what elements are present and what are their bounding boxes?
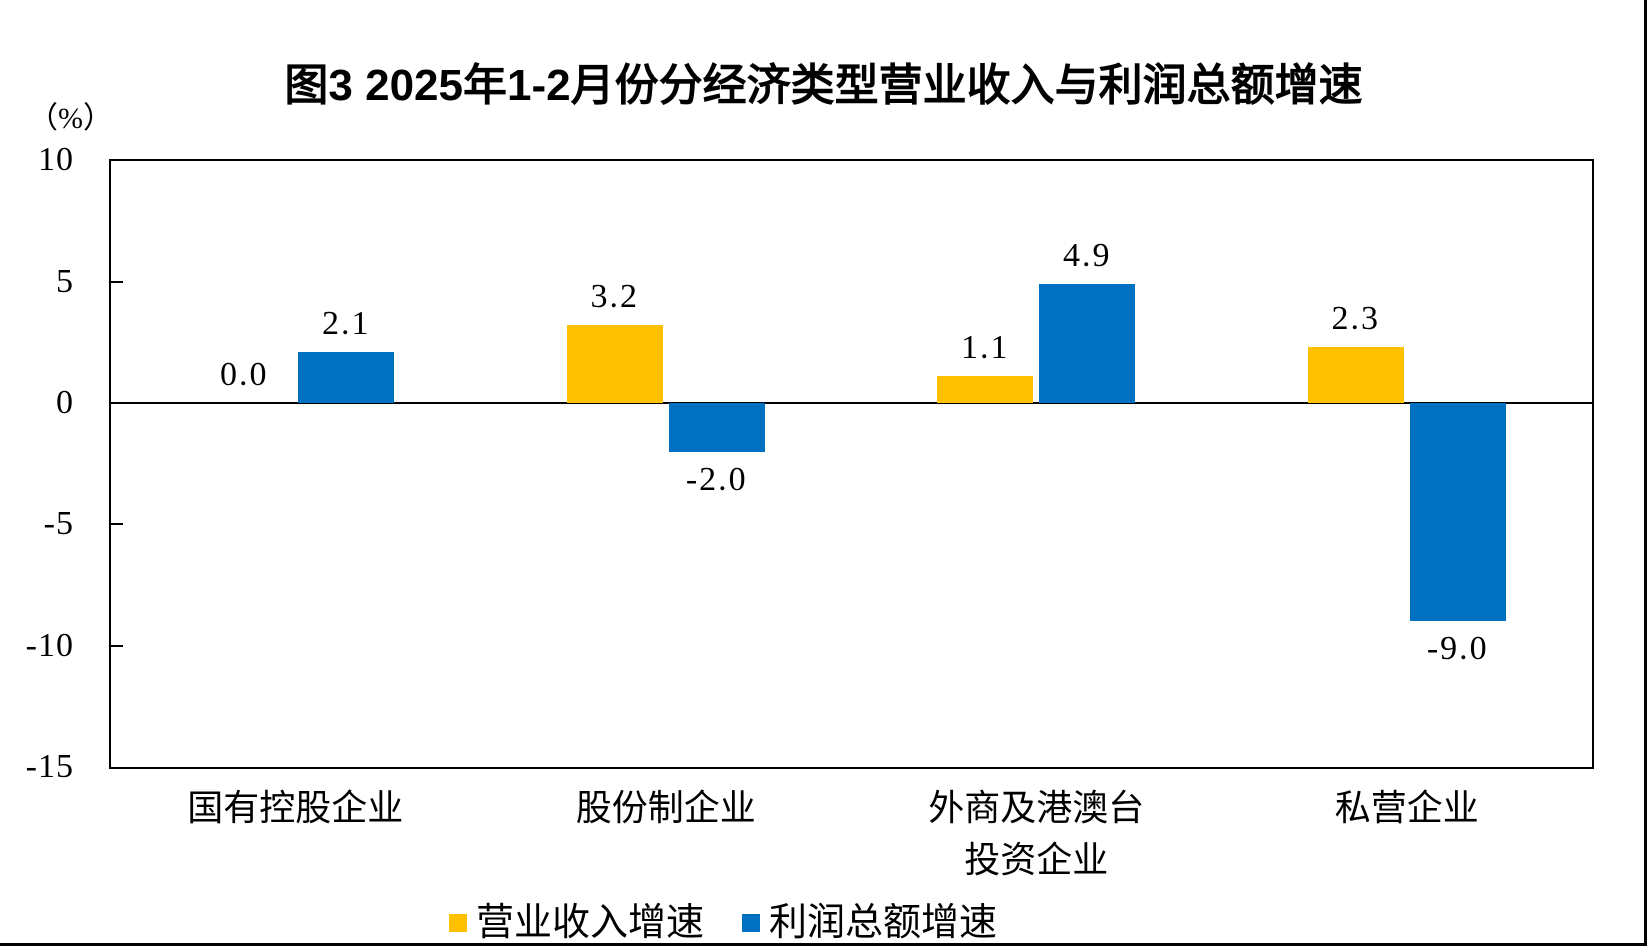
y-tick-mark: [110, 280, 123, 283]
bar-value-label: 3.2: [590, 278, 639, 316]
revenue-legend-swatch-icon: [449, 914, 467, 932]
bar-value-label: 4.9: [1063, 237, 1112, 275]
y-tick-label: 5: [56, 262, 74, 300]
revenue-growth-bar: [1307, 347, 1404, 403]
bar-value-label: 2.3: [1331, 300, 1380, 338]
y-tick-label: -10: [25, 626, 74, 664]
y-tick-label: 0: [56, 384, 74, 421]
category-label: 股份制企业: [575, 788, 756, 828]
y-tick-label: -15: [25, 748, 74, 785]
chart-title: 图3 2025年1-2月份分经济类型营业收入与利润总额增速: [284, 61, 1363, 110]
revenue-growth-bar: [937, 376, 1034, 403]
bar-value-label: 0.0: [220, 356, 269, 393]
bar-value-label: 2.1: [322, 305, 371, 343]
profit-legend-swatch-icon: [742, 914, 760, 932]
profit-growth-bar: [1409, 403, 1506, 622]
y-tick-label: 10: [38, 141, 74, 179]
legend-label: 利润总额增速: [769, 902, 998, 944]
bar-value-label: -9.0: [1426, 630, 1489, 668]
legend-item: 营业收入增速: [449, 901, 705, 944]
y-axis-unit-label: （%）: [28, 102, 113, 135]
legend-label: 营业收入增速: [476, 902, 705, 944]
bar-value-label: 1.1: [961, 329, 1010, 367]
category-label: 国有控股企业: [187, 788, 404, 828]
profit-growth-bar: [298, 352, 395, 403]
zero-axis-line: [110, 402, 1592, 404]
category-label: 私营企业: [1334, 788, 1479, 828]
profit-growth-bar: [668, 403, 765, 452]
bar-value-label: -2.0: [685, 460, 748, 498]
plot-frame: [109, 159, 1594, 769]
legend-item: 利润总额增速: [742, 901, 998, 944]
revenue-growth-bar: [566, 325, 663, 403]
y-tick-mark: [110, 523, 123, 526]
category-label: 外商及港澳台 投资企业: [928, 788, 1145, 880]
y-tick-label: -5: [43, 505, 74, 543]
profit-growth-bar: [1039, 284, 1136, 403]
y-tick-mark: [110, 644, 123, 647]
